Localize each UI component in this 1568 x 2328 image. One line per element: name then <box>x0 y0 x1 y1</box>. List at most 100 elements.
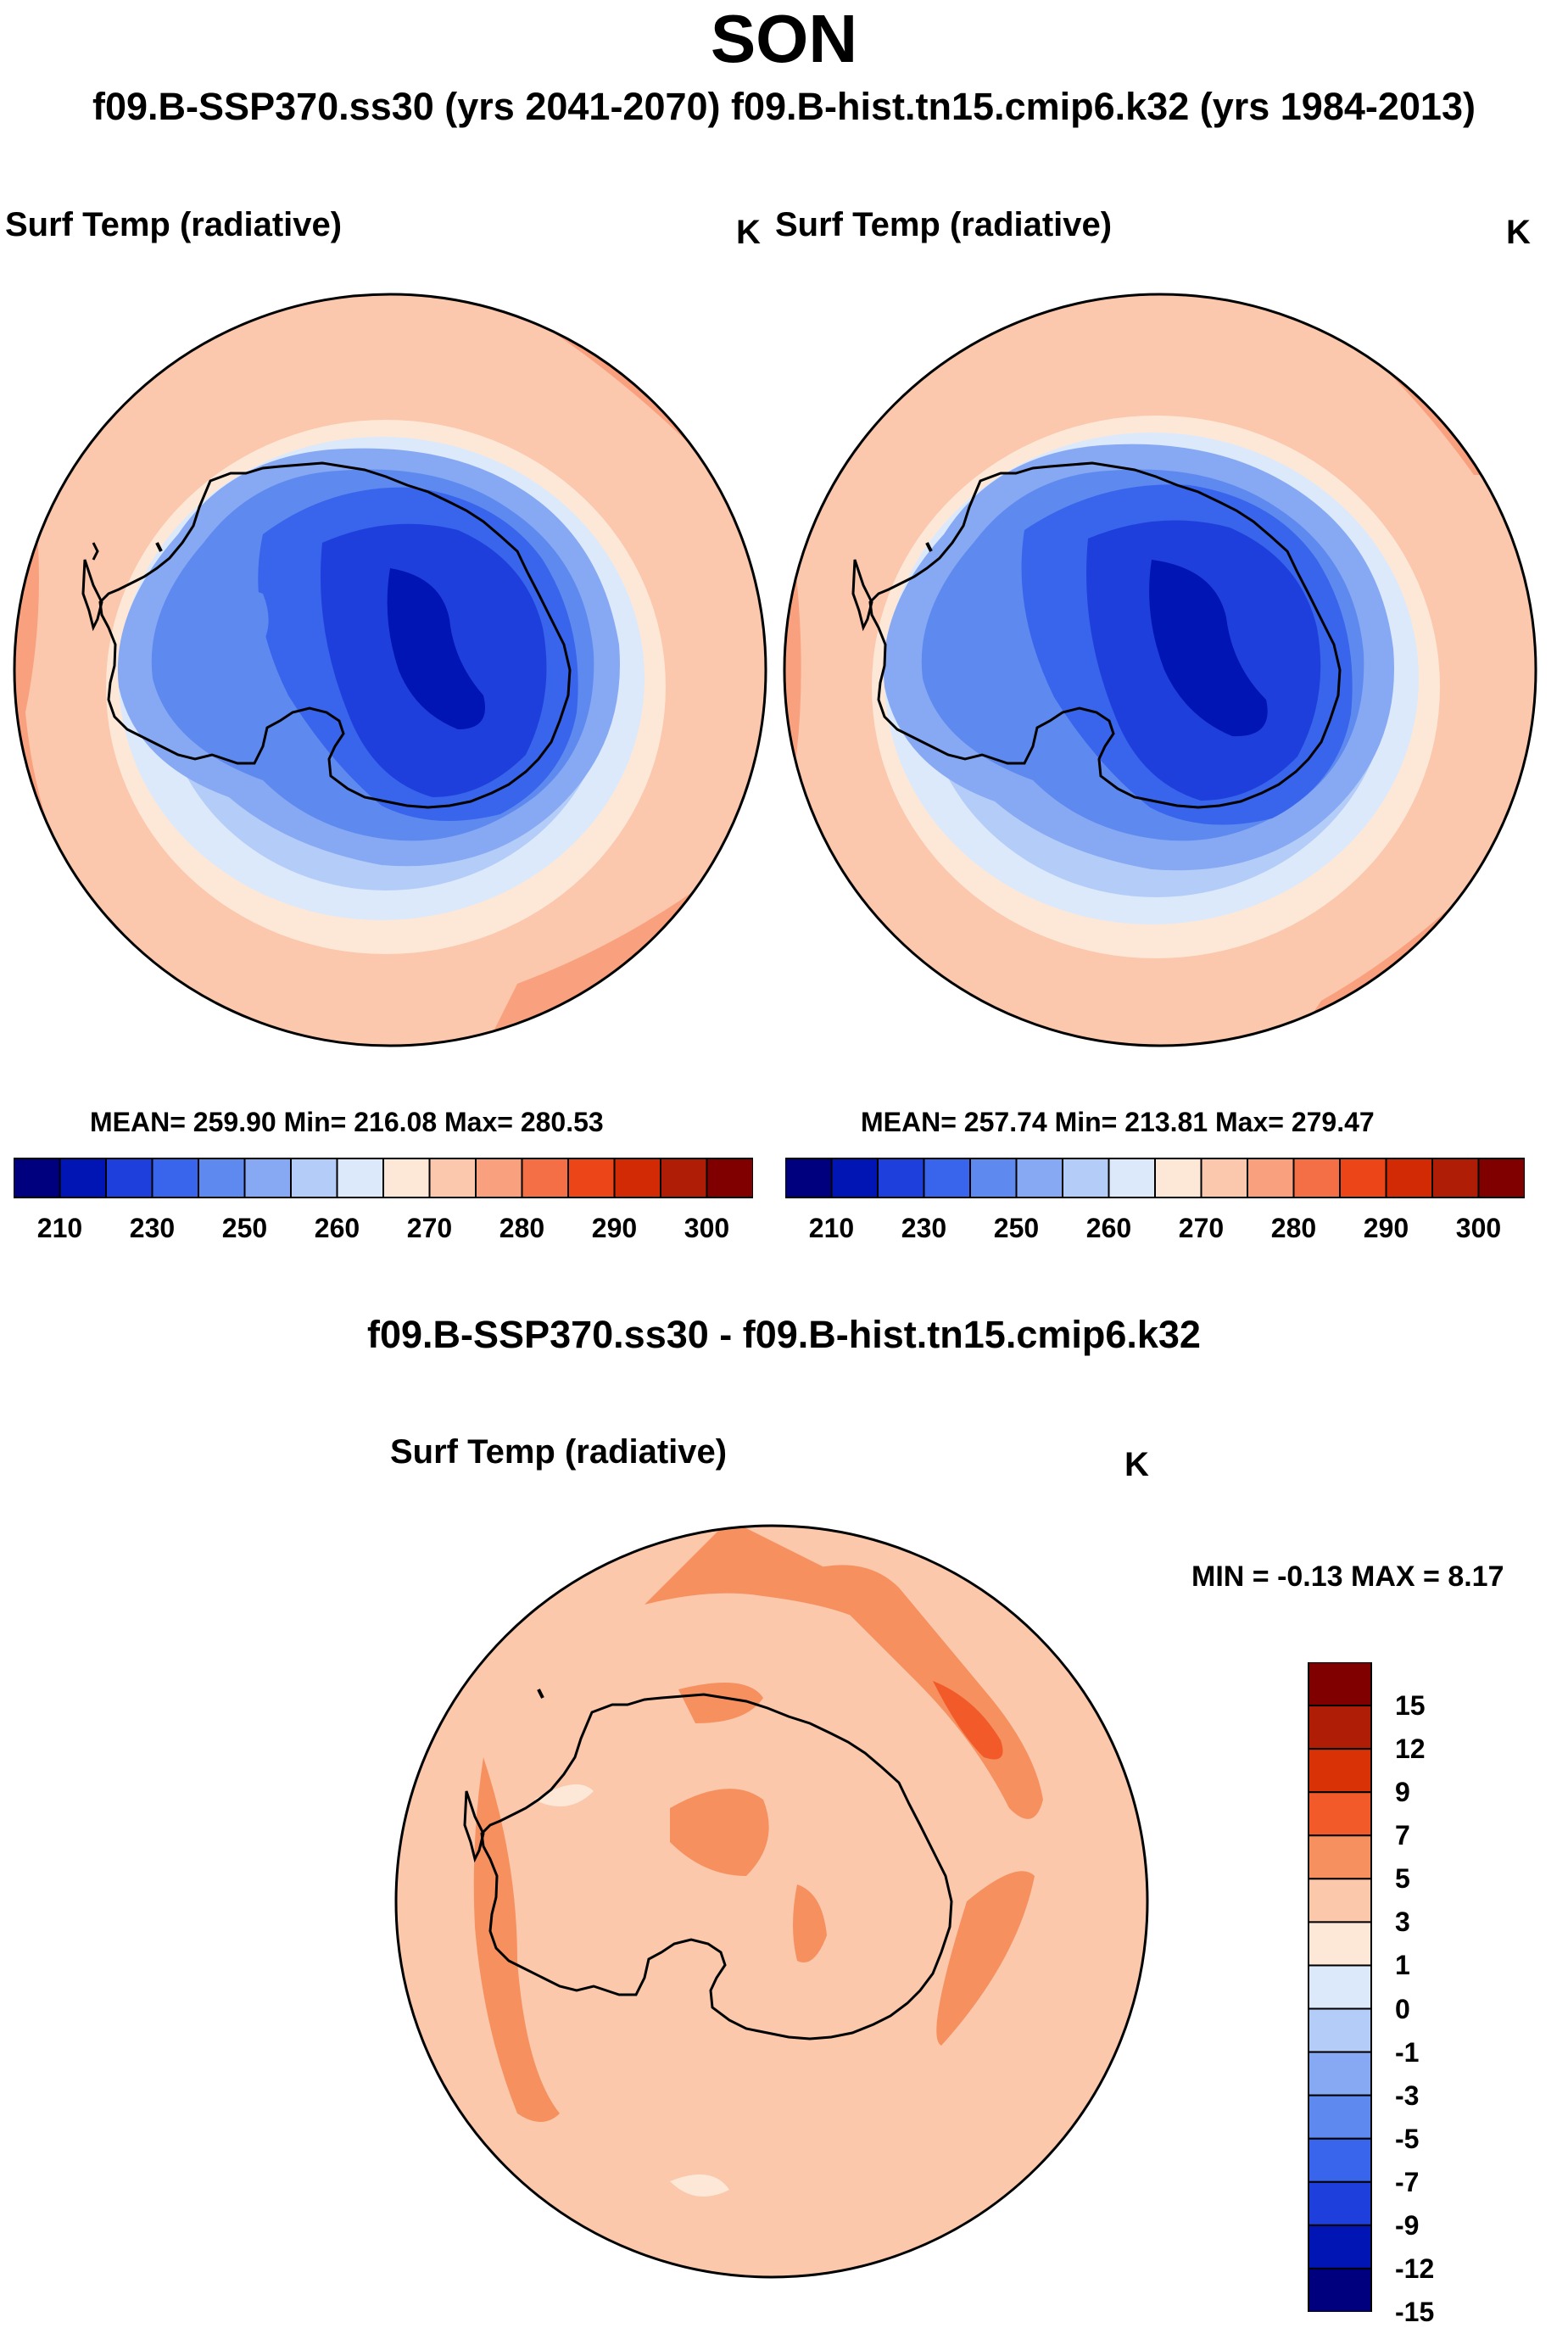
colorbar-swatch <box>1308 2007 1372 2053</box>
colorbar-swatch <box>706 1158 753 1198</box>
difference-polar-map <box>394 1524 1149 2279</box>
colorbar-swatch <box>1308 2224 1372 2269</box>
colorbar-swatch <box>877 1158 925 1198</box>
colorbar-tick-label: 290 <box>591 1213 638 1243</box>
colorbar-tick-label: -9 <box>1395 2209 1420 2241</box>
figure-subtitle: f09.B-SSP370.ss30 (yrs 2041-2070) f09.B-… <box>92 85 1476 128</box>
colorbar-swatch <box>151 1158 199 1198</box>
colorbar-swatch <box>1062 1158 1110 1198</box>
colorbar-swatch <box>1308 1662 1372 1707</box>
antarctica-coastline <box>480 1693 953 2040</box>
left-panel-units: K <box>736 214 761 251</box>
left-map-boundary <box>13 293 767 1047</box>
colorbar-swatch <box>1308 2180 1372 2226</box>
difference-panel-units: K <box>1124 1446 1149 1483</box>
colorbar-swatch <box>59 1158 107 1198</box>
colorbar-swatch <box>1308 1705 1372 1750</box>
right-panel-units: K <box>1506 214 1531 251</box>
colorbar-swatch <box>1308 1878 1372 1923</box>
colorbar-swatch <box>475 1158 523 1198</box>
left-colorbar-ticks: 210 230 250 260 270 280 290 300 <box>14 1213 753 1247</box>
colorbar-swatch <box>1308 1964 1372 2010</box>
colorbar-swatch <box>105 1158 153 1198</box>
right-panel-stats: MEAN= 257.74 Min= 213.81 Max= 279.47 <box>861 1107 1375 1137</box>
antarctica-coastline <box>98 461 572 809</box>
colorbar-tick-label: 280 <box>1270 1213 1317 1243</box>
colorbar-tick-label: 300 <box>1455 1213 1502 1243</box>
left-colorbar <box>14 1158 753 1198</box>
colorbar-swatch <box>290 1158 338 1198</box>
left-polar-map <box>13 293 767 1047</box>
colorbar-swatch <box>660 1158 708 1198</box>
colorbar-swatch <box>382 1158 431 1198</box>
colorbar-swatch <box>1431 1158 1480 1198</box>
colorbar-swatch <box>1339 1158 1387 1198</box>
left-panel-stats: MEAN= 259.90 Min= 216.08 Max= 280.53 <box>90 1107 604 1137</box>
colorbar-tick-label: -15 <box>1395 2297 1435 2327</box>
colorbar-swatch <box>1308 1791 1372 1837</box>
colorbar-swatch <box>830 1158 879 1198</box>
colorbar-tick-label: 210 <box>808 1213 855 1243</box>
colorbar-tick-label: 230 <box>129 1213 176 1243</box>
colorbar-tick-label: 12 <box>1395 1733 1426 1765</box>
colorbar-swatch <box>1154 1158 1203 1198</box>
colorbar-tick-label: 1 <box>1395 1950 1410 1981</box>
colorbar-tick-label: 9 <box>1395 1777 1410 1808</box>
colorbar-tick-label: 210 <box>36 1213 83 1243</box>
colorbar-swatch <box>1385 1158 1433 1198</box>
right-polar-map <box>783 293 1537 1047</box>
colorbar-tick-label: -12 <box>1395 2253 1435 2284</box>
colorbar-tick-label: 260 <box>314 1213 360 1243</box>
colorbar-swatch <box>521 1158 569 1198</box>
colorbar-tick-label: 270 <box>406 1213 453 1243</box>
colorbar-swatch <box>1308 1921 1372 1967</box>
colorbar-swatch <box>198 1158 246 1198</box>
difference-panel-label: Surf Temp (radiative) <box>390 1433 728 1471</box>
colorbar-swatch <box>1015 1158 1063 1198</box>
colorbar-swatch <box>1200 1158 1248 1198</box>
colorbar-swatch <box>1477 1158 1525 1198</box>
colorbar-tick-label: 250 <box>221 1213 268 1243</box>
colorbar-tick-label: 300 <box>684 1213 730 1243</box>
colorbar-swatch <box>1308 1834 1372 1880</box>
colorbar-tick-label: 3 <box>1395 1907 1410 1938</box>
colorbar-swatch <box>243 1158 292 1198</box>
difference-stats: MIN = -0.13 MAX = 8.17 <box>1191 1560 1504 1593</box>
colorbar-tick-label: -5 <box>1395 2123 1420 2154</box>
colorbar-tick-label: 230 <box>901 1213 947 1243</box>
difference-colorbar-ticks: 15 12 9 7 5 3 1 0 -1 -3 -5 -7 -9 -12 -15 <box>1395 1662 1480 2327</box>
colorbar-swatch <box>1308 2267 1372 2312</box>
colorbar-tick-label: -7 <box>1395 2166 1420 2197</box>
colorbar-tick-label: 250 <box>993 1213 1040 1243</box>
right-panel-label: Surf Temp (radiative) <box>775 206 1113 243</box>
colorbar-tick-label: -3 <box>1395 2080 1420 2111</box>
colorbar-swatch <box>14 1158 61 1198</box>
colorbar-swatch <box>428 1158 477 1198</box>
colorbar-swatch <box>923 1158 971 1198</box>
antarctica-coastline <box>868 461 1342 809</box>
colorbar-tick-label: 260 <box>1085 1213 1132 1243</box>
colorbar-swatch <box>1108 1158 1156 1198</box>
figure-title: SON <box>710 1 858 76</box>
colorbar-swatch <box>969 1158 1018 1198</box>
colorbar-tick-label: 5 <box>1395 1863 1410 1895</box>
right-colorbar-ticks: 210 230 250 260 270 280 290 300 <box>785 1213 1525 1247</box>
colorbar-tick-label: 270 <box>1178 1213 1225 1243</box>
colorbar-tick-label: 15 <box>1395 1690 1426 1722</box>
colorbar-swatch <box>785 1158 833 1198</box>
colorbar-swatch <box>1308 2051 1372 2096</box>
difference-colorbar <box>1308 1662 1372 2312</box>
difference-map-boundary <box>394 1524 1149 2279</box>
colorbar-swatch <box>613 1158 661 1198</box>
colorbar-swatch <box>1308 1748 1372 1794</box>
colorbar-swatch <box>1292 1158 1341 1198</box>
colorbar-tick-label: 7 <box>1395 1820 1410 1851</box>
colorbar-tick-label: 290 <box>1363 1213 1409 1243</box>
colorbar-swatch <box>1247 1158 1295 1198</box>
left-panel-label: Surf Temp (radiative) <box>5 206 343 243</box>
colorbar-swatch <box>567 1158 616 1198</box>
colorbar-swatch <box>1308 2137 1372 2183</box>
colorbar-tick-label: 280 <box>499 1213 545 1243</box>
right-map-boundary <box>783 293 1537 1047</box>
colorbar-tick-label: -1 <box>1395 2036 1420 2068</box>
